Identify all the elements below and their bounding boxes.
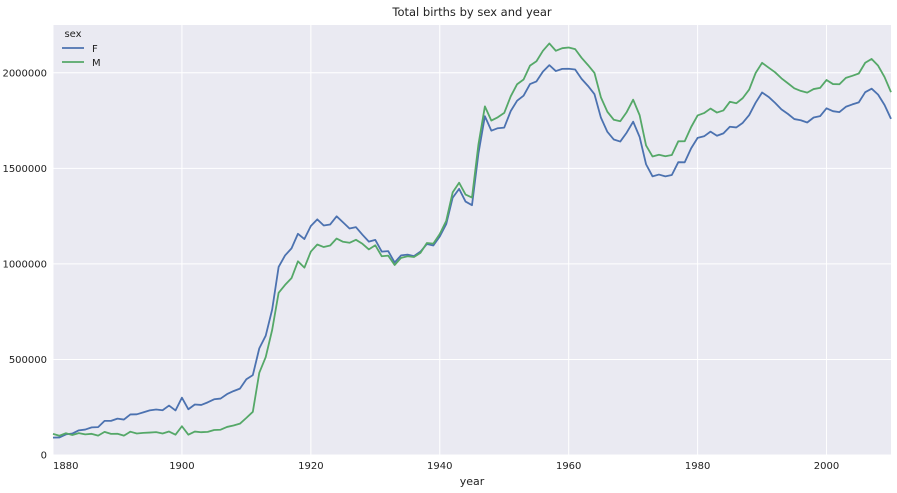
x-tick-label: 1900 [169, 461, 194, 472]
y-tick-label: 1500000 [2, 164, 47, 175]
chart-title: Total births by sex and year [391, 5, 551, 19]
x-tick-label: 1960 [556, 461, 581, 472]
y-tick-labels: 0 500000 1000000 1500000 2000000 [2, 68, 47, 461]
y-tick-label: 500000 [9, 355, 47, 366]
series-layer [52, 42, 892, 439]
legend: sex F M [62, 29, 101, 69]
y-tick-label: 1000000 [2, 259, 47, 270]
legend-title: sex [64, 29, 81, 40]
y-tick-label: 0 [41, 451, 47, 462]
x-tick-label: 2000 [814, 461, 839, 472]
x-tick-label: 1920 [298, 461, 323, 472]
y-tick-label: 2000000 [2, 68, 47, 79]
x-tick-label: 1880 [53, 461, 78, 472]
x-tick-labels: 1880 1900 1920 1940 1960 1980 2000 [53, 461, 839, 472]
x-axis-label: year [460, 475, 485, 488]
x-tick-label: 1940 [427, 461, 452, 472]
legend-label-f: F [92, 44, 98, 55]
grid [52, 25, 891, 456]
plot-area [53, 25, 891, 455]
series-line-m [52, 42, 892, 437]
legend-label-m: M [92, 58, 101, 69]
x-tick-label: 1980 [685, 461, 710, 472]
series-line-f [52, 64, 892, 439]
